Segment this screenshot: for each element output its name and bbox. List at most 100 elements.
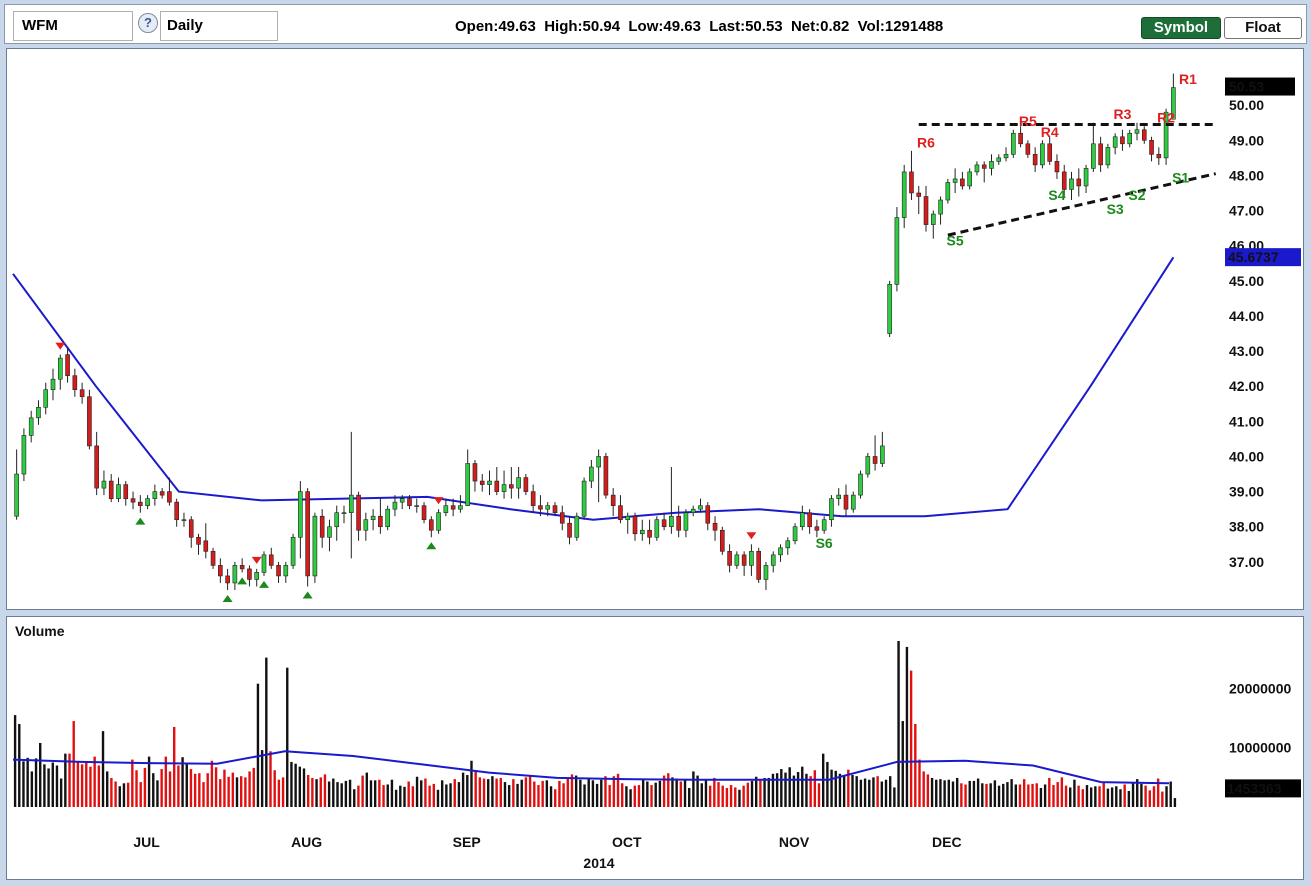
candle-body bbox=[218, 565, 223, 577]
candle-body bbox=[603, 456, 609, 496]
candle-body bbox=[756, 551, 761, 580]
volume-bar bbox=[135, 770, 138, 807]
volume-bar bbox=[344, 780, 348, 807]
candle-body bbox=[952, 178, 958, 183]
volume-bar bbox=[373, 780, 377, 807]
volume-bar bbox=[951, 781, 955, 807]
candle-body bbox=[312, 515, 318, 577]
volume-bar bbox=[750, 780, 754, 807]
candle-body bbox=[501, 484, 507, 492]
volume-bar bbox=[512, 779, 515, 807]
volume-bar bbox=[382, 785, 385, 807]
volume-bar bbox=[641, 778, 645, 807]
volume-bar bbox=[637, 785, 641, 807]
volume-bar bbox=[646, 781, 649, 807]
symbol-input[interactable]: WFM bbox=[13, 11, 133, 41]
volume-bar bbox=[13, 715, 17, 807]
volume-bar bbox=[294, 763, 297, 807]
candle-body bbox=[50, 378, 56, 391]
pivot-low-marker bbox=[135, 517, 146, 525]
candle-body bbox=[1112, 136, 1118, 148]
volume-bar bbox=[474, 771, 477, 807]
candle-body bbox=[930, 213, 936, 225]
period-select[interactable]: Daily bbox=[160, 11, 278, 41]
pivot-high-marker bbox=[433, 497, 444, 505]
volume-bar bbox=[319, 777, 322, 807]
candle-body bbox=[894, 217, 900, 285]
volume-bar bbox=[909, 670, 913, 807]
candle-body bbox=[690, 508, 696, 513]
candle-body bbox=[108, 480, 114, 499]
candle-body bbox=[385, 508, 390, 528]
volume-bar bbox=[566, 777, 569, 807]
volume-bar bbox=[436, 789, 440, 807]
volume-bar bbox=[311, 777, 314, 807]
volume-bar bbox=[428, 785, 431, 807]
volume-bar bbox=[1152, 786, 1156, 807]
volume-bar bbox=[972, 780, 976, 807]
candle-body bbox=[167, 491, 172, 503]
volume-bar bbox=[47, 768, 50, 807]
candle-body bbox=[414, 505, 420, 507]
pivot-high-marker bbox=[746, 532, 757, 540]
volume-bar bbox=[327, 781, 331, 807]
candle-body bbox=[523, 477, 529, 492]
volume-bar bbox=[1156, 778, 1160, 807]
candle-body bbox=[669, 515, 674, 528]
month-label: DEC bbox=[932, 834, 962, 850]
volume-bar bbox=[126, 782, 130, 807]
price-tick-label: 47.00 bbox=[1229, 203, 1264, 219]
candle-body bbox=[996, 157, 1002, 162]
volume-bar bbox=[1115, 786, 1118, 807]
price-tick-label: 38.00 bbox=[1229, 519, 1264, 535]
candle-body bbox=[116, 484, 121, 499]
volume-bar bbox=[935, 779, 938, 807]
volume-bar bbox=[587, 778, 590, 807]
volume-bar bbox=[570, 774, 574, 807]
candle-body bbox=[1120, 136, 1125, 145]
volume-bar bbox=[223, 769, 226, 807]
volume-bar bbox=[470, 760, 473, 807]
candle-body bbox=[545, 505, 551, 510]
volume-bar bbox=[332, 778, 335, 807]
symbol-button[interactable]: Symbol bbox=[1141, 17, 1221, 39]
volume-bar bbox=[562, 783, 565, 807]
volume-bar bbox=[558, 780, 561, 807]
volume-bar bbox=[549, 786, 553, 807]
volume-bar bbox=[675, 778, 678, 807]
volume-bar bbox=[692, 771, 695, 807]
pivot-low-marker bbox=[237, 577, 248, 585]
candle-body bbox=[1091, 143, 1096, 169]
volume-bar bbox=[440, 780, 444, 807]
volume-bar bbox=[1014, 784, 1017, 807]
help-icon[interactable]: ? bbox=[138, 13, 158, 33]
volume-bar bbox=[118, 786, 121, 807]
last-price-label: 50.53 bbox=[1229, 79, 1264, 95]
volume-bar bbox=[1031, 783, 1034, 807]
volume-bar bbox=[759, 780, 762, 807]
volume-bar bbox=[901, 721, 904, 807]
candle-body bbox=[807, 512, 812, 528]
volume-bar bbox=[64, 753, 67, 807]
volume-bar bbox=[252, 767, 255, 807]
volume-bar bbox=[411, 786, 415, 807]
volume-bar bbox=[507, 785, 511, 807]
price-tick-label: 37.00 bbox=[1229, 554, 1264, 570]
float-button[interactable]: Float bbox=[1224, 17, 1302, 39]
volume-bar bbox=[457, 782, 461, 807]
quote-summary: Open:49.63 High:50.94 Low:49.63 Last:50.… bbox=[455, 18, 944, 35]
volume-bar bbox=[139, 782, 142, 807]
volume-bar bbox=[583, 784, 586, 807]
price-panel: 37.00 38.00 39.00 40.00 41.00 42.00 43.00 44.00… bbox=[6, 48, 1304, 610]
volume-bar bbox=[177, 765, 180, 807]
candle-body bbox=[159, 491, 165, 496]
candle-body bbox=[567, 522, 572, 538]
volume-bar bbox=[156, 780, 159, 807]
support-line bbox=[947, 172, 1217, 237]
level-label-s5: S5 bbox=[947, 233, 964, 249]
volume-bar bbox=[696, 775, 699, 807]
candle-body bbox=[188, 519, 194, 538]
candle-body bbox=[872, 456, 878, 464]
candle-body bbox=[829, 498, 834, 521]
volume-bar bbox=[872, 777, 875, 807]
